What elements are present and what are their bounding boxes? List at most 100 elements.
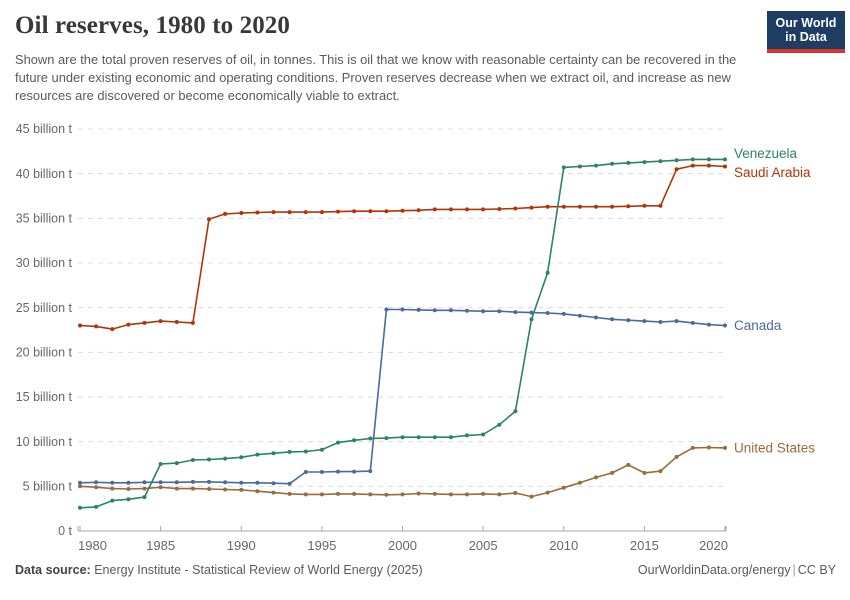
- series-label-canada[interactable]: Canada: [734, 318, 782, 333]
- data-point-canada: [626, 318, 631, 323]
- y-tick-label: 40 billion t: [16, 167, 73, 181]
- oil-reserves-line-chart: 0 t 5 billion t 10 billion t 15 billion t 20…: [16, 122, 816, 553]
- data-point-venezuela: [594, 163, 598, 168]
- data-point-united-states: [481, 491, 486, 496]
- data-point-saudi-arabia: [465, 207, 469, 212]
- data-point-venezuela: [110, 498, 115, 503]
- data-point-venezuela: [481, 432, 486, 437]
- data-point-saudi-arabia: [78, 323, 82, 328]
- data-point-canada: [545, 311, 550, 315]
- data-point-saudi-arabia: [384, 209, 389, 214]
- chart-subtitle: Shown are the total proven reserves of o…: [15, 52, 737, 103]
- data-point-venezuela: [271, 451, 276, 456]
- data-point-canada: [384, 307, 389, 312]
- series-saudi-arabia[interactable]: [78, 163, 727, 332]
- data-point-canada: [577, 313, 582, 318]
- data-point-united-states: [271, 490, 276, 495]
- data-point-saudi-arabia: [142, 320, 147, 325]
- data-point-united-states: [465, 492, 469, 497]
- series-canada[interactable]: [78, 307, 727, 486]
- x-tick-label: 2015: [630, 538, 659, 553]
- x-tick-label: 2010: [549, 538, 578, 553]
- series-label-united-states[interactable]: United States: [734, 440, 815, 455]
- data-point-venezuela: [368, 436, 373, 441]
- data-point-canada: [642, 319, 647, 324]
- data-point-saudi-arabia: [706, 163, 711, 168]
- data-point-venezuela: [416, 435, 421, 440]
- y-tick-label: 15 billion t: [16, 390, 73, 404]
- data-point-united-states: [690, 445, 695, 450]
- data-point-saudi-arabia: [303, 210, 308, 215]
- data-point-united-states: [610, 470, 615, 475]
- data-source-text: Energy Institute - Statistical Review of…: [94, 563, 423, 577]
- x-tick-label: 2020: [699, 538, 728, 553]
- series-label-saudi-arabia[interactable]: Saudi Arabia: [734, 165, 811, 180]
- data-point-venezuela: [723, 157, 727, 162]
- license-label: CC BY: [797, 563, 836, 577]
- y-tick-label: 30 billion t: [16, 256, 73, 270]
- data-point-saudi-arabia: [319, 210, 324, 215]
- series-label-venezuela[interactable]: Venezuela: [734, 146, 798, 161]
- data-point-canada: [110, 480, 115, 485]
- data-point-venezuela: [513, 409, 518, 414]
- x-tick-label: 1990: [227, 538, 256, 553]
- data-point-saudi-arabia: [287, 210, 292, 215]
- data-point-venezuela: [561, 165, 566, 170]
- series-line-saudi-arabia[interactable]: [79, 164, 726, 330]
- owid-logo: Our World in Data: [767, 11, 845, 53]
- data-point-saudi-arabia: [448, 207, 453, 212]
- series-united-states[interactable]: [78, 445, 727, 499]
- data-point-united-states: [207, 487, 211, 491]
- data-point-venezuela: [384, 436, 389, 441]
- data-point-canada: [432, 308, 437, 313]
- data-point-venezuela: [465, 433, 469, 438]
- data-point-canada: [271, 481, 276, 486]
- data-point-united-states: [658, 469, 663, 474]
- data-point-canada: [223, 480, 228, 485]
- data-point-saudi-arabia: [223, 211, 228, 216]
- data-point-venezuela: [400, 435, 405, 440]
- owid-logo-line1: Our World: [775, 16, 837, 30]
- data-point-canada: [561, 311, 566, 316]
- data-point-united-states: [594, 475, 598, 480]
- data-point-united-states: [384, 492, 389, 497]
- data-point-saudi-arabia: [610, 204, 615, 209]
- data-point-venezuela: [207, 457, 211, 462]
- data-point-united-states: [190, 486, 195, 491]
- data-point-canada: [706, 322, 711, 327]
- data-point-united-states: [94, 485, 99, 490]
- data-point-venezuela: [626, 160, 631, 165]
- data-point-canada: [658, 320, 663, 324]
- data-point-venezuela: [174, 461, 179, 466]
- data-point-saudi-arabia: [126, 322, 131, 327]
- data-point-canada: [674, 319, 679, 324]
- data-point-saudi-arabia: [545, 204, 550, 209]
- data-point-saudi-arabia: [432, 207, 437, 212]
- data-point-united-states: [626, 462, 631, 467]
- y-tick-label: 10 billion t: [16, 435, 73, 449]
- chart-title: Oil reserves, 1980 to 2020: [15, 12, 290, 39]
- data-point-saudi-arabia: [271, 210, 276, 215]
- data-point-united-states: [255, 489, 260, 494]
- owid-url-link[interactable]: OurWorldinData.org/energy: [637, 563, 791, 577]
- data-point-saudi-arabia: [110, 327, 115, 332]
- credit-divider: |: [792, 563, 796, 577]
- data-point-canada: [94, 480, 99, 485]
- data-point-venezuela: [126, 497, 131, 502]
- data-point-venezuela: [94, 504, 99, 509]
- data-point-canada: [207, 479, 211, 484]
- data-point-venezuela: [690, 157, 695, 162]
- data-point-venezuela: [642, 160, 647, 165]
- data-point-saudi-arabia: [561, 204, 566, 209]
- data-point-canada: [400, 307, 405, 312]
- data-point-venezuela: [577, 164, 582, 169]
- y-tick-label: 5 billion t: [23, 480, 73, 494]
- data-point-saudi-arabia: [481, 207, 486, 212]
- series-venezuela[interactable]: [78, 157, 727, 510]
- data-point-united-states: [368, 492, 373, 497]
- data-point-venezuela: [432, 435, 437, 440]
- data-point-united-states: [287, 491, 292, 496]
- data-point-united-states: [497, 492, 502, 497]
- x-tick-label: 1985: [146, 538, 175, 553]
- data-point-canada: [529, 310, 534, 315]
